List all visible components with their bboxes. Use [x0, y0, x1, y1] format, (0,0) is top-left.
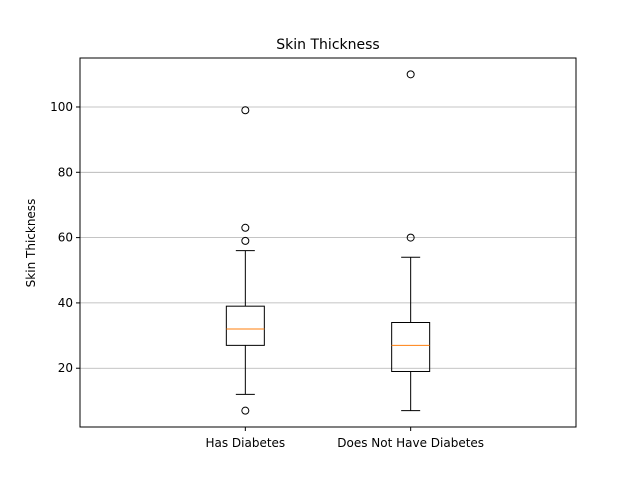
- iqr-box: [391, 322, 431, 372]
- grid-lines: [80, 106, 576, 369]
- outlier-point: [241, 236, 250, 245]
- y-tick-label: 100: [50, 100, 73, 114]
- outlier-point: [406, 70, 415, 79]
- iqr-box: [225, 305, 265, 346]
- axis-ticks: 20 40 60 80 100 Has Diabetes Does Not Have Dia…: [50, 100, 484, 450]
- boxes: [225, 70, 431, 415]
- outlier-point: [241, 406, 250, 415]
- x-tick-label: Has Diabetes: [205, 436, 285, 450]
- plot-frame: [79, 57, 577, 428]
- box-group: [391, 70, 431, 412]
- box-group: [225, 106, 265, 415]
- outlier-point: [406, 233, 415, 242]
- y-tick-label: 60: [58, 231, 73, 245]
- y-tick-label: 20: [58, 361, 73, 375]
- y-axis-label: Skin Thickness: [24, 199, 38, 288]
- x-tick-label: Does Not Have Diabetes: [337, 436, 484, 450]
- outlier-point: [241, 223, 250, 232]
- y-tick-label: 80: [58, 165, 73, 179]
- y-tick-label: 40: [58, 296, 73, 310]
- chart-title: Skin Thickness: [276, 37, 379, 53]
- outlier-point: [241, 106, 250, 115]
